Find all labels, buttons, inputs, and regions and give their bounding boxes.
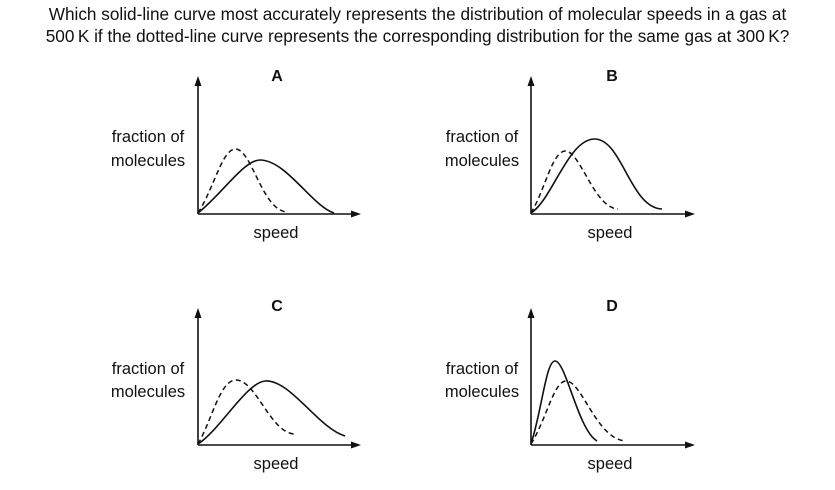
panel-a-dotted-curve-300k xyxy=(197,148,289,214)
panel-a: A fraction of molecules speed xyxy=(111,68,361,242)
panel-a-x-arrow-icon xyxy=(351,210,361,218)
panel-c-letter: C xyxy=(271,298,283,315)
panel-c: C fraction of molecules speed xyxy=(111,298,361,473)
panel-d-xlabel: speed xyxy=(588,455,633,473)
panel-b-dotted-curve-300k xyxy=(530,150,619,214)
panel-b-solid-curve-500k xyxy=(530,138,663,214)
panel-a-letter: A xyxy=(271,68,283,85)
panel-c-dotted-curve-300k xyxy=(197,379,295,445)
panel-a-ylabel-line2: molecules xyxy=(111,152,185,170)
panel-d: D fraction of molecules speed xyxy=(445,298,695,473)
panel-b-ylabel-line1: fraction of xyxy=(446,128,519,146)
panel-b-x-arrow-icon xyxy=(685,210,695,218)
panel-d-dotted-curve-300k xyxy=(530,380,626,445)
panel-b-xlabel: speed xyxy=(588,224,633,242)
panel-b: B fraction of molecules speed xyxy=(445,68,695,242)
panel-d-ylabel-line2: molecules xyxy=(445,383,519,401)
panel-d-letter: D xyxy=(606,298,618,315)
panel-b-letter: B xyxy=(606,68,618,85)
question-line-2: 500 K if the dotted-line curve represent… xyxy=(45,26,790,46)
panel-b-y-arrow-icon xyxy=(527,76,535,86)
panel-a-xlabel: speed xyxy=(254,224,299,242)
panel-a-y-arrow-icon xyxy=(194,76,202,86)
question-line-1: Which solid-line curve most accurately r… xyxy=(48,4,787,24)
panel-c-x-arrow-icon xyxy=(351,441,361,449)
panel-a-solid-curve-500k xyxy=(197,159,335,214)
panel-d-ylabel-line1: fraction of xyxy=(446,360,519,378)
question-text: Which solid-line curve most accurately r… xyxy=(0,3,835,47)
panel-a-ylabel-line1: fraction of xyxy=(112,128,185,146)
panel-c-ylabel-line1: fraction of xyxy=(112,360,185,378)
panel-c-ylabel-line2: molecules xyxy=(111,383,185,401)
panel-b-ylabel-line2: molecules xyxy=(445,152,519,170)
panel-d-solid-curve-500k xyxy=(530,360,598,445)
panel-d-y-arrow-icon xyxy=(527,308,535,318)
panel-c-xlabel: speed xyxy=(254,455,299,473)
panel-c-solid-curve-500k xyxy=(197,380,346,445)
panel-d-x-arrow-icon xyxy=(685,441,695,449)
panel-c-y-arrow-icon xyxy=(194,308,202,318)
